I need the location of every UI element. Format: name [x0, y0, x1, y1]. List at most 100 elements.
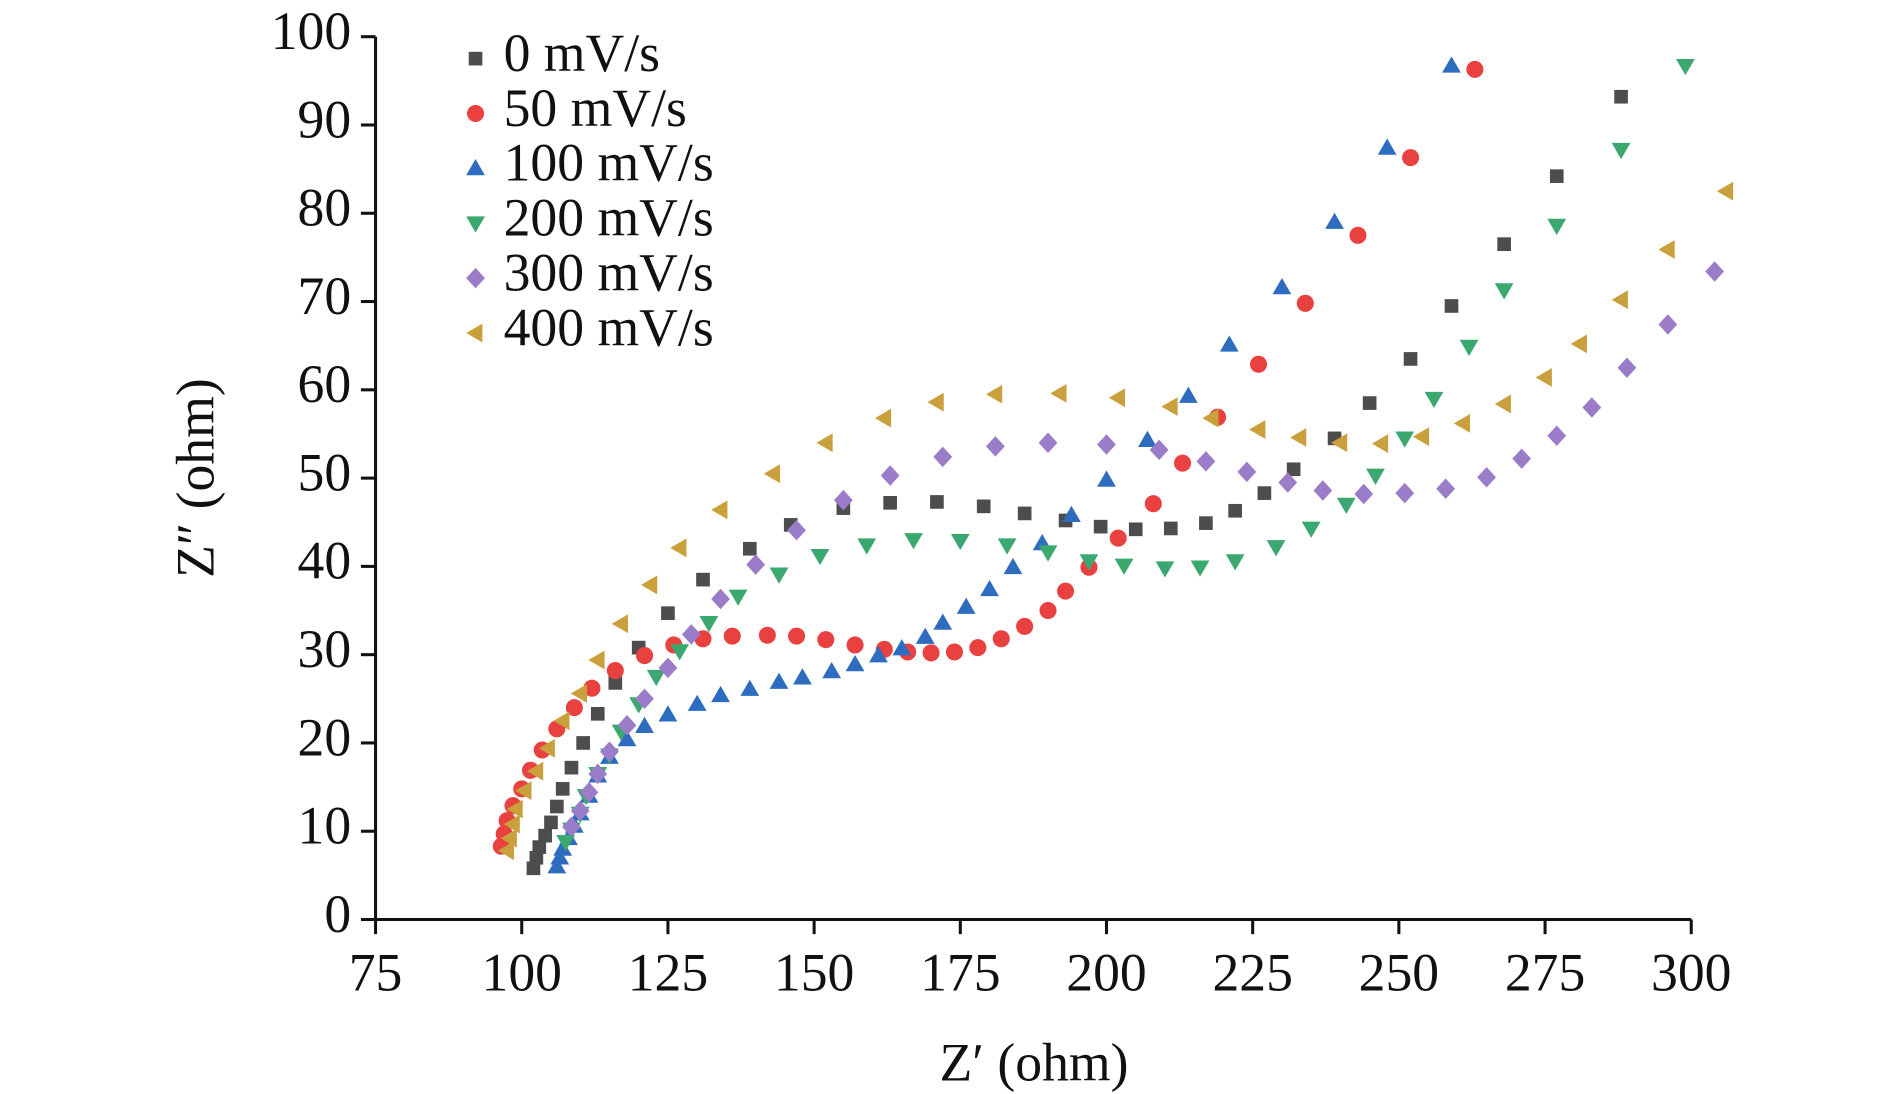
marker-square [1403, 352, 1418, 366]
marker-triangle [857, 538, 877, 555]
marker-circle [1173, 454, 1192, 472]
marker-triangle [1079, 554, 1099, 571]
marker-triangle [915, 627, 935, 644]
marker-circle [1144, 495, 1162, 513]
marker-square [590, 706, 605, 721]
marker-triangle [1331, 433, 1348, 453]
marker-triangle [956, 597, 976, 614]
x-tick-label: 75 [349, 942, 403, 1002]
marker-triangle [699, 616, 719, 633]
marker-triangle [538, 738, 555, 758]
marker-triangle [1178, 386, 1198, 403]
marker-triangle [1716, 181, 1734, 201]
marker-diamond [1313, 480, 1333, 501]
marker-triangle [553, 711, 570, 731]
legend-label: 100 mV/s [504, 133, 714, 193]
marker-triangle [1611, 142, 1631, 160]
marker-triangle [986, 384, 1003, 404]
marker-triangle [927, 392, 944, 412]
marker-diamond [986, 436, 1005, 457]
marker-triangle [658, 705, 678, 722]
marker-circle [788, 627, 806, 645]
marker-circle [1296, 294, 1314, 312]
y-tick-label: 20 [298, 707, 352, 767]
marker-square [544, 815, 558, 830]
marker-triangle [1459, 339, 1479, 356]
marker-circle [606, 662, 624, 680]
marker-square [1017, 506, 1032, 521]
marker-circle [945, 643, 963, 661]
legend-marker [466, 159, 485, 176]
marker-triangle [1547, 218, 1567, 236]
marker-square [1549, 169, 1564, 184]
marker-triangle [1062, 505, 1081, 523]
marker-circle [846, 636, 864, 654]
marker-square [538, 828, 552, 843]
marker-triangle [1570, 334, 1587, 354]
y-axis-label: Z″ (ohm) [166, 378, 226, 578]
legend-marker [466, 323, 483, 343]
marker-square [883, 495, 897, 510]
x-tick-label: 150 [774, 942, 854, 1002]
marker-triangle [1377, 138, 1397, 155]
marker-diamond [681, 624, 701, 645]
marker-triangle [822, 662, 842, 679]
marker-diamond [1038, 432, 1058, 454]
marker-diamond [1705, 261, 1725, 282]
marker-circle [1466, 60, 1484, 78]
y-tick-label: 60 [298, 354, 352, 414]
marker-triangle [845, 654, 865, 672]
marker-triangle [617, 730, 637, 747]
marker-circle [922, 644, 940, 662]
marker-square [532, 840, 547, 854]
marker-diamond [1547, 425, 1567, 446]
marker-diamond [570, 800, 590, 822]
marker-triangle [515, 781, 532, 801]
marker-diamond [1395, 482, 1415, 504]
y-tick-label: 10 [298, 796, 352, 856]
marker-triangle [1038, 545, 1058, 562]
marker-square [696, 572, 710, 587]
marker-circle [1016, 617, 1034, 635]
marker-triangle [1395, 431, 1415, 448]
y-tick-label: 50 [298, 442, 352, 502]
y-tick-label: 40 [298, 531, 352, 591]
marker-triangle [588, 650, 605, 670]
x-tick-label: 250 [1359, 942, 1439, 1002]
marker-triangle [1424, 391, 1444, 409]
legend-marker [466, 267, 485, 289]
marker-triangle [997, 538, 1017, 555]
marker-triangle [1050, 383, 1067, 403]
legend-label: 400 mV/s [504, 297, 714, 357]
marker-triangle [1442, 56, 1461, 73]
marker-square [661, 606, 675, 621]
marker-triangle [641, 575, 658, 595]
legend-label: 300 mV/s [504, 242, 714, 302]
x-tick-label: 275 [1505, 942, 1585, 1002]
marker-square [742, 541, 757, 556]
marker-triangle [506, 799, 523, 819]
legend-label: 200 mV/s [504, 188, 714, 248]
marker-triangle [550, 848, 570, 865]
marker-triangle [1290, 428, 1307, 447]
marker-triangle [1412, 427, 1430, 447]
marker-triangle [1161, 397, 1178, 416]
marker-square [1257, 486, 1272, 500]
marker-triangle [1371, 434, 1389, 454]
marker-triangle [816, 433, 833, 453]
marker-triangle [869, 646, 888, 663]
legend-marker [466, 216, 485, 233]
marker-triangle [497, 841, 514, 861]
marker-circle [1349, 226, 1367, 244]
marker-triangle [950, 533, 970, 551]
marker-triangle [793, 668, 812, 685]
x-tick-label: 300 [1651, 942, 1731, 1002]
marker-triangle [646, 669, 666, 687]
marker-triangle [570, 684, 588, 703]
marker-triangle [503, 814, 520, 834]
y-tick-label: 90 [298, 89, 352, 149]
marker-triangle [1611, 290, 1628, 310]
marker-diamond [880, 465, 900, 486]
marker-triangle [670, 538, 687, 558]
marker-triangle [1535, 368, 1552, 387]
